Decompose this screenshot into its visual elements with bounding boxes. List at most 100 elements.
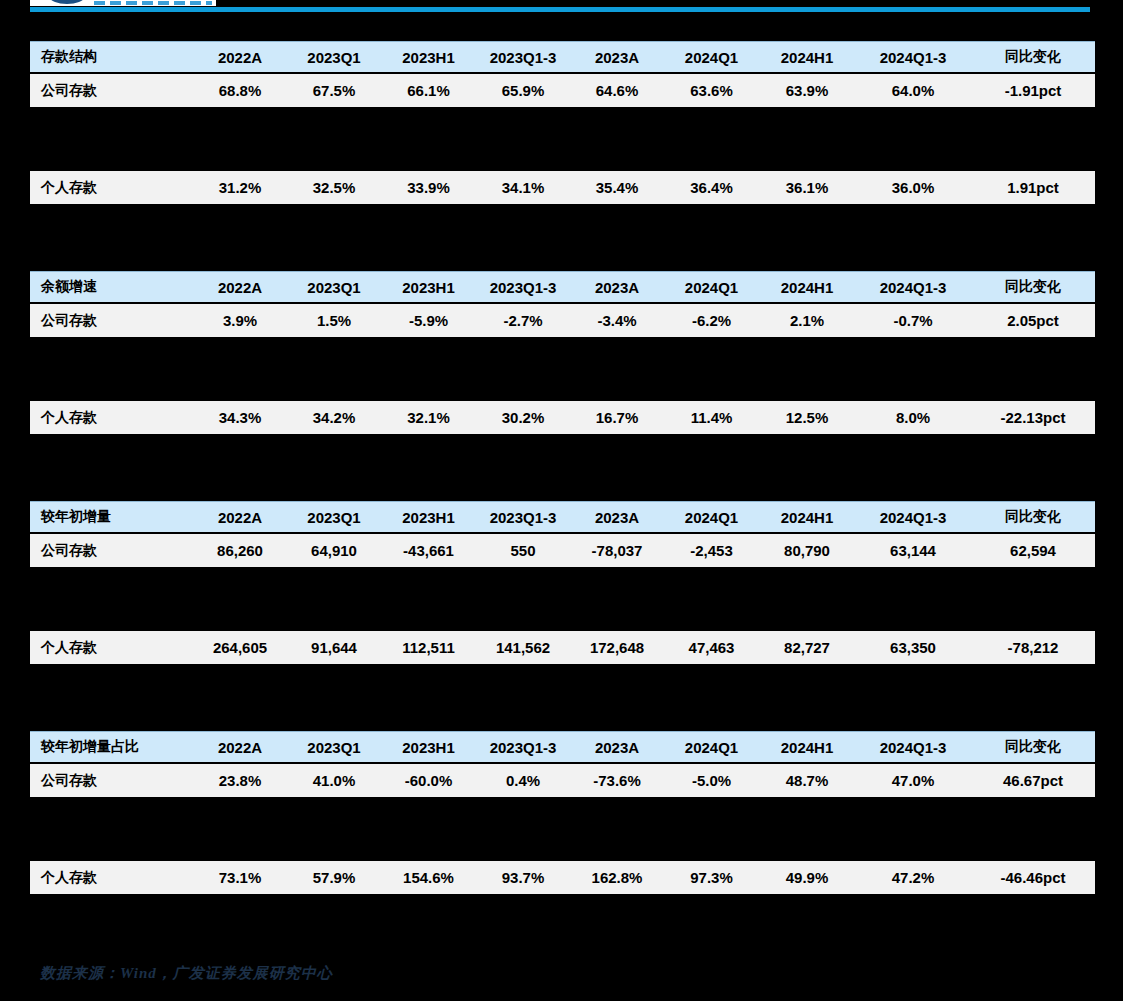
data-cell: 36.1% <box>759 179 855 196</box>
data-cell: 162.8% <box>570 869 664 886</box>
data-cell: 264,605 <box>193 639 287 656</box>
data-cell: 2.1% <box>759 312 855 329</box>
data-cell: 36.4% <box>664 179 759 196</box>
column-header: 同比变化 <box>971 508 1095 526</box>
column-header: 2024H1 <box>759 279 855 296</box>
data-cell: 172,648 <box>570 639 664 656</box>
data-cell: -3.4% <box>570 312 664 329</box>
row-gap <box>30 567 1095 631</box>
data-cell: 36.0% <box>855 179 971 196</box>
table-row: 个人存款73.1%57.9%154.6%93.7%162.8%97.3%49.9… <box>30 861 1095 894</box>
column-header: 2023Q1-3 <box>476 509 570 526</box>
row-gap <box>30 107 1095 171</box>
row-label: 公司存款 <box>30 312 193 330</box>
table-deposit-structure: 存款结构2022A2023Q12023H12023Q1-32023A2024Q1… <box>30 41 1095 204</box>
data-cell: 154.6% <box>381 869 476 886</box>
column-header: 同比变化 <box>971 278 1095 296</box>
data-cell: -22.13pct <box>971 409 1095 426</box>
data-cell: 80,790 <box>759 542 855 559</box>
table-row: 公司存款3.9%1.5%-5.9%-2.7%-3.4%-6.2%2.1%-0.7… <box>30 304 1095 337</box>
table-row: 公司存款86,26064,910-43,661550-78,037-2,4538… <box>30 534 1095 567</box>
data-cell: -73.6% <box>570 772 664 789</box>
data-cell: 63.6% <box>664 82 759 99</box>
data-source-note: 数据来源：Wind，广发证券发展研究中心 <box>40 964 333 983</box>
column-header: 2023A <box>570 49 664 66</box>
data-cell: 82,727 <box>759 639 855 656</box>
data-cell: 86,260 <box>193 542 287 559</box>
table-header-row: 较年初增量2022A2023Q12023H12023Q1-32023A2024Q… <box>30 501 1095 534</box>
data-cell: 63.9% <box>759 82 855 99</box>
table-row: 公司存款23.8%41.0%-60.0%0.4%-73.6%-5.0%48.7%… <box>30 764 1095 797</box>
data-cell: 12.5% <box>759 409 855 426</box>
data-cell: -46.46pct <box>971 869 1095 886</box>
table-title: 存款结构 <box>30 48 193 66</box>
data-cell: 11.4% <box>664 409 759 426</box>
row-label: 公司存款 <box>30 772 193 790</box>
column-header: 2023H1 <box>381 49 476 66</box>
data-cell: 33.9% <box>381 179 476 196</box>
data-cell: 16.7% <box>570 409 664 426</box>
column-header: 2024H1 <box>759 49 855 66</box>
row-label: 公司存款 <box>30 82 193 100</box>
report-page: 存款结构2022A2023Q12023H12023Q1-32023A2024Q1… <box>0 0 1123 1001</box>
table-header-row: 余额增速2022A2023Q12023H12023Q1-32023A2024Q1… <box>30 271 1095 304</box>
column-header: 2023Q1-3 <box>476 49 570 66</box>
column-header: 2023Q1 <box>287 509 381 526</box>
column-header: 同比变化 <box>971 48 1095 66</box>
column-header: 2023A <box>570 739 664 756</box>
data-cell: -6.2% <box>664 312 759 329</box>
data-cell: 64.0% <box>855 82 971 99</box>
data-cell: 62,594 <box>971 542 1095 559</box>
row-label: 个人存款 <box>30 409 193 427</box>
column-header: 2024Q1 <box>664 509 759 526</box>
data-cell: 73.1% <box>193 869 287 886</box>
column-header: 2024Q1-3 <box>855 49 971 66</box>
data-cell: 32.5% <box>287 179 381 196</box>
data-cell: 32.1% <box>381 409 476 426</box>
table-row: 个人存款34.3%34.2%32.1%30.2%16.7%11.4%12.5%8… <box>30 401 1095 434</box>
column-header: 2022A <box>193 279 287 296</box>
row-label: 个人存款 <box>30 869 193 887</box>
column-header: 2023Q1 <box>287 279 381 296</box>
data-cell: 30.2% <box>476 409 570 426</box>
data-cell: 1.91pct <box>971 179 1095 196</box>
data-cell: 63,144 <box>855 542 971 559</box>
data-cell: 34.2% <box>287 409 381 426</box>
data-cell: -2.7% <box>476 312 570 329</box>
column-header: 2023A <box>570 509 664 526</box>
data-cell: 31.2% <box>193 179 287 196</box>
data-cell: 2.05pct <box>971 312 1095 329</box>
data-cell: 47.0% <box>855 772 971 789</box>
data-cell: 35.4% <box>570 179 664 196</box>
data-cell: 48.7% <box>759 772 855 789</box>
column-header: 2023A <box>570 279 664 296</box>
data-cell: 34.1% <box>476 179 570 196</box>
table-title: 较年初增量占比 <box>30 738 193 756</box>
data-cell: 63,350 <box>855 639 971 656</box>
logo-text-fragment <box>94 1 212 5</box>
data-cell: 64.6% <box>570 82 664 99</box>
column-header: 2024Q1-3 <box>855 739 971 756</box>
data-cell: -78,212 <box>971 639 1095 656</box>
data-cell: 141,562 <box>476 639 570 656</box>
table-balance-growth: 余额增速2022A2023Q12023H12023Q1-32023A2024Q1… <box>30 271 1095 434</box>
data-cell: -5.9% <box>381 312 476 329</box>
column-header: 2023Q1 <box>287 49 381 66</box>
data-cell: 49.9% <box>759 869 855 886</box>
column-header: 2023H1 <box>381 739 476 756</box>
row-label: 个人存款 <box>30 639 193 657</box>
column-header: 2024H1 <box>759 509 855 526</box>
table-ytd-increment: 较年初增量2022A2023Q12023H12023Q1-32023A2024Q… <box>30 501 1095 664</box>
column-header: 2022A <box>193 739 287 756</box>
data-cell: 1.5% <box>287 312 381 329</box>
column-header: 2024Q1 <box>664 739 759 756</box>
column-header: 2024Q1 <box>664 49 759 66</box>
data-cell: -60.0% <box>381 772 476 789</box>
row-label: 个人存款 <box>30 179 193 197</box>
gf-securities-logo-fragment <box>30 0 216 6</box>
data-cell: 47.2% <box>855 869 971 886</box>
column-header: 2022A <box>193 509 287 526</box>
data-cell: 91,644 <box>287 639 381 656</box>
header-accent-rule <box>30 7 1090 12</box>
data-cell: 46.67pct <box>971 772 1095 789</box>
